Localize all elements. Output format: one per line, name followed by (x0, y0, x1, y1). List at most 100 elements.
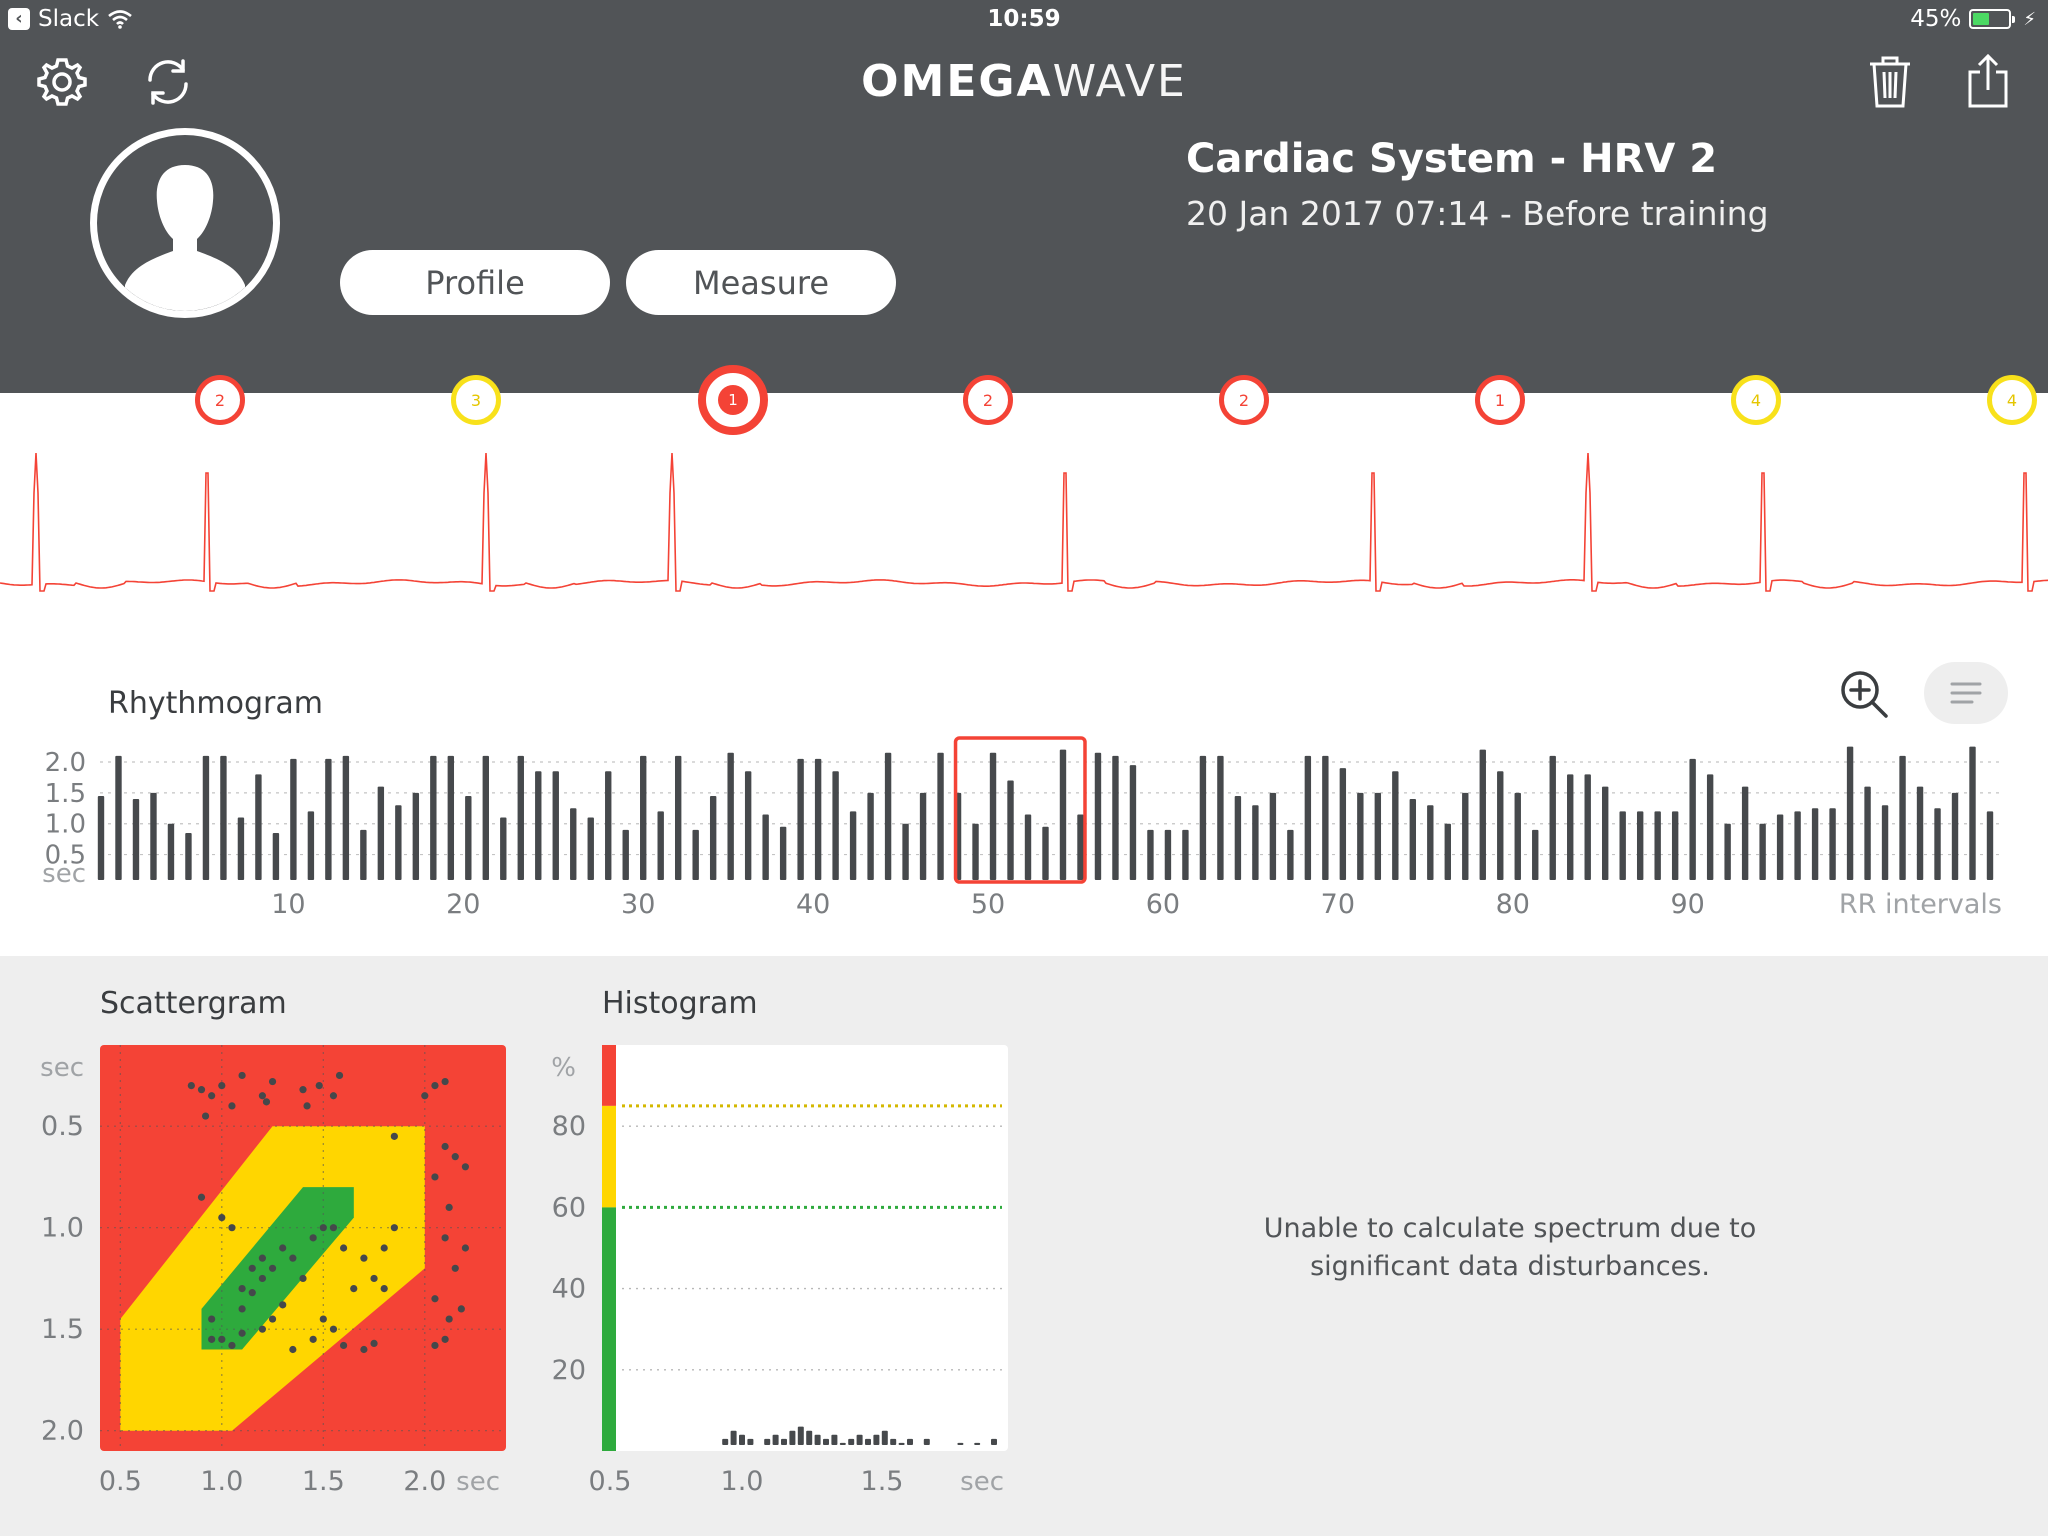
user-silhouette-icon (125, 165, 245, 311)
scatter-y-tick: 0.5 (41, 1111, 84, 1142)
rhythmogram-bar (814, 758, 822, 880)
histogram-bar (873, 1434, 880, 1445)
rhythmogram-bar (1077, 814, 1084, 880)
rhythmogram-bar (762, 814, 769, 880)
zoom-in-icon[interactable] (1836, 666, 1892, 722)
measure-button[interactable]: Measure (626, 250, 896, 315)
rhythmogram-x-unit: RR intervals (1839, 889, 2002, 920)
histogram-x-tick: 0.5 (589, 1466, 632, 1497)
rhythmogram-bar (1322, 755, 1329, 880)
rhythmogram-x-tick: 30 (621, 889, 655, 920)
scatter-point (390, 1224, 398, 1232)
rhythmogram-bar (1706, 774, 1714, 880)
rhythmogram-bar (1846, 746, 1854, 880)
histogram-bar (747, 1438, 754, 1445)
scatter-point (248, 1264, 256, 1272)
rhythmogram-bar (1094, 752, 1102, 880)
share-icon[interactable] (1958, 52, 2018, 112)
scatter-point (279, 1301, 287, 1309)
heartbeat-marker[interactable]: 2 (1219, 375, 1269, 425)
rhythmogram-bar (1444, 823, 1451, 880)
scatter-point (431, 1341, 439, 1350)
rhythmogram-bar (1584, 774, 1591, 880)
scatter-point (238, 1071, 246, 1080)
omegawave-logo: OMEGAWAVE (0, 56, 2048, 107)
rhythmogram-bar (1392, 771, 1399, 880)
scatter-point (445, 1315, 453, 1323)
histogram-x-unit: sec (960, 1467, 1004, 1497)
rhythmogram-bar (1024, 814, 1032, 880)
scatter-x-tick: 0.5 (99, 1466, 142, 1497)
heartbeat-marker[interactable]: 2 (963, 375, 1013, 425)
heartbeat-marker-value: 1 (718, 385, 748, 415)
rhythmogram-bar (779, 826, 787, 880)
histogram-bar (890, 1438, 897, 1445)
rhythmogram-bar (1007, 780, 1014, 880)
heartbeat-marker[interactable]: 1 (1475, 375, 1525, 425)
rhythmogram-bar (1269, 792, 1277, 880)
rhythmogram-bar (220, 755, 227, 880)
scatter-y-unit: sec (40, 1053, 84, 1083)
heartbeat-marker[interactable]: 3 (451, 375, 501, 425)
heartbeat-marker[interactable]: 4 (1731, 375, 1781, 425)
rhythmogram-bar (1479, 749, 1486, 880)
histogram-bar (730, 1430, 737, 1445)
rhythmogram-x-tick: 70 (1321, 889, 1355, 920)
histogram-scale-green (602, 1207, 616, 1451)
rhythmogram-bar (1671, 811, 1679, 880)
rhythmogram-bar (482, 755, 489, 880)
rhythmogram-x-tick: 40 (796, 889, 830, 920)
rhythmogram-y-tick: 0.5 (45, 841, 86, 871)
rhythmogram-bar (640, 755, 647, 880)
scatter-point (457, 1305, 465, 1313)
rhythmogram-y-unit: sec (42, 859, 86, 889)
avatar[interactable] (90, 128, 280, 318)
rhythmogram-bar (1287, 829, 1294, 880)
back-to-app[interactable]: ‹ Slack (8, 6, 133, 32)
rhythmogram-bar (1129, 765, 1137, 880)
status-bar: ‹ Slack 10:59 45% ⚡ (0, 0, 2048, 40)
rhythmogram-bar (377, 786, 385, 880)
rhythmogram-bar (1864, 786, 1871, 880)
rhythmogram-bar (1112, 755, 1119, 880)
histogram-bar (739, 1434, 745, 1445)
rhythmogram-bar (849, 811, 857, 880)
rhythmogram-bar (552, 771, 559, 880)
trash-icon[interactable] (1860, 52, 1920, 112)
rhythmogram-bar (412, 792, 420, 880)
scatter-point (441, 1077, 449, 1086)
scatter-point (238, 1329, 246, 1337)
rhythmogram-y-tick: 1.0 (45, 810, 86, 840)
scatter-point (309, 1234, 317, 1242)
rhythmogram-bar (989, 752, 997, 880)
histogram-scale-yellow (602, 1105, 616, 1208)
rhythmogram-bar (744, 771, 752, 880)
heartbeat-marker[interactable]: 4 (1987, 375, 2037, 425)
rhythmogram-bar (1969, 746, 1976, 880)
rhythmogram-bar (1881, 805, 1889, 880)
scatter-point (370, 1274, 378, 1283)
heartbeat-marker[interactable]: 2 (195, 375, 245, 425)
histogram-x-tick: 1.0 (721, 1466, 764, 1497)
battery-percent: 45% (1910, 6, 1962, 32)
profile-button[interactable]: Profile (340, 250, 610, 315)
ecg-trace (0, 452, 2048, 592)
scatter-point (289, 1254, 297, 1262)
rhythmogram-bar (1497, 771, 1504, 880)
rhythmogram-bar (360, 829, 367, 880)
rhythmogram-bar (867, 792, 874, 880)
page-title: Cardiac System - HRV 2 (1186, 136, 1718, 182)
list-view-button[interactable] (1924, 662, 2008, 724)
rhythmogram-bar (167, 823, 175, 880)
heartbeat-marker[interactable]: 1 (698, 365, 768, 435)
scatter-point (262, 1098, 271, 1106)
scatter-point (451, 1153, 459, 1161)
heartbeat-marker-value: 1 (1494, 390, 1506, 410)
histogram-y-tick: 40 (552, 1274, 586, 1305)
rhythmogram-bar (1427, 805, 1434, 880)
histogram-bar (831, 1434, 838, 1445)
rhythmogram-selection-window[interactable] (953, 736, 1087, 884)
gear-icon[interactable] (32, 52, 92, 112)
sync-icon[interactable] (138, 52, 198, 112)
